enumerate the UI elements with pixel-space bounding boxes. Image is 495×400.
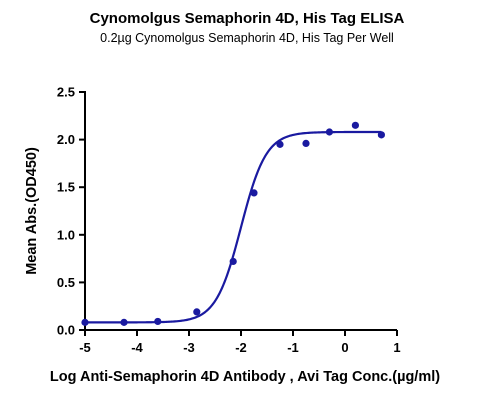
x-tick-label: 0 — [341, 340, 348, 355]
data-point — [250, 189, 258, 197]
y-tick-label: 1.5 — [57, 180, 75, 195]
y-tick-label: 1.0 — [57, 227, 75, 242]
y-tick-label: 0.0 — [57, 323, 75, 338]
data-point — [229, 257, 237, 266]
data-point — [302, 139, 310, 148]
data-point — [154, 317, 162, 326]
x-axis-label: Log Anti-Semaphorin 4D Antibody , Avi Ta… — [50, 369, 440, 385]
data-point — [120, 318, 128, 326]
axes — [84, 91, 397, 331]
x-tick-label: 1 — [393, 340, 400, 355]
y-tick-label: 0.5 — [57, 275, 75, 290]
data-point — [351, 121, 359, 129]
data-point — [325, 128, 333, 136]
data-point — [377, 131, 385, 139]
data-point — [193, 308, 201, 316]
fit-curve — [85, 130, 382, 324]
x-ticks: -5 -4 -3 -2 -1 0 1 — [79, 330, 401, 355]
y-ticks: 0.0 0.5 1.0 1.5 2.0 2.5 — [57, 85, 85, 338]
data-points — [81, 121, 385, 326]
y-axis-label: Mean Abs.(OD450) — [24, 147, 40, 275]
data-point — [81, 318, 89, 326]
data-point — [276, 140, 284, 148]
x-tick-label: -1 — [287, 340, 299, 355]
y-tick-label: 2.0 — [57, 132, 75, 147]
x-tick-label: -5 — [79, 340, 91, 355]
y-tick-label: 2.5 — [57, 85, 75, 100]
x-tick-label: -4 — [131, 340, 143, 355]
chart-subtitle: 0.2µg Cynomolgus Semaphorin 4D, His Tag … — [100, 31, 394, 45]
chart-title: Cynomolgus Semaphorin 4D, His Tag ELISA — [90, 10, 405, 27]
x-tick-label: -3 — [183, 340, 195, 355]
x-tick-label: -2 — [235, 340, 247, 355]
